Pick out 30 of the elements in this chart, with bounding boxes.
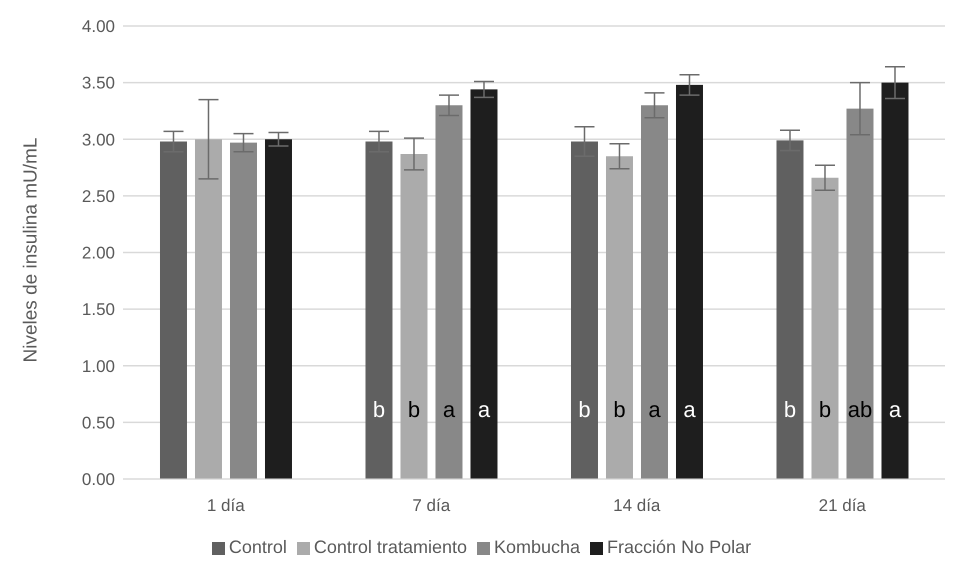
y-tick-label: 3.50 <box>82 74 115 93</box>
data-label: b <box>578 397 591 422</box>
x-tick-label: 1 día <box>206 496 246 516</box>
data-label: a <box>683 397 696 422</box>
y-tick-label: 0.50 <box>82 413 115 432</box>
x-tick-label: 21 día <box>818 496 866 516</box>
data-label: a <box>478 397 491 422</box>
legend-label: Control tratamiento <box>314 537 467 557</box>
legend-label: Kombucha <box>494 537 580 557</box>
y-tick-label: 1.50 <box>82 300 115 320</box>
y-tick-label: 2.50 <box>82 186 115 206</box>
data-label: b <box>408 397 420 422</box>
y-tick-label: 1.00 <box>82 356 115 376</box>
data-label: b <box>613 397 626 422</box>
legend-label: Control <box>228 537 287 557</box>
data-label: ab <box>848 397 872 422</box>
data-label: a <box>888 397 902 422</box>
x-tick-label: 14 día <box>613 496 661 516</box>
y-tick-label: 2.00 <box>82 244 115 263</box>
data-label: a <box>648 397 662 422</box>
y-tick-label: 4.00 <box>82 17 115 36</box>
data-label: b <box>818 397 832 422</box>
data-label: b <box>784 397 796 422</box>
data-label: a <box>442 397 456 422</box>
y-axis-title: Niveles de insulina mU/mL <box>20 138 42 362</box>
y-tick-label: 3.00 <box>82 130 115 150</box>
x-tick-label: 7 día <box>412 496 451 516</box>
data-label: b <box>372 397 386 422</box>
y-tick-label: 0.00 <box>82 470 115 490</box>
legend-label: Fracción No Polar <box>607 537 752 557</box>
